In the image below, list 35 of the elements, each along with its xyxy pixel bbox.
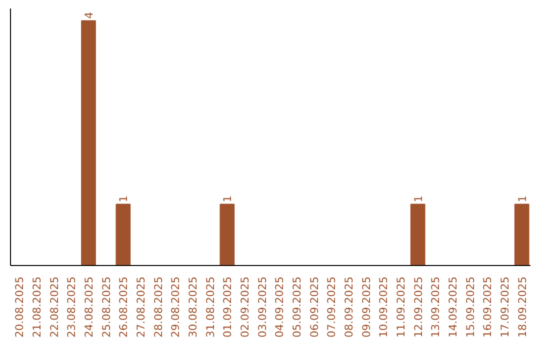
- x-tick-label: 31.08.2025: [204, 276, 217, 338]
- x-tick-label: 21.08.2025: [30, 276, 44, 338]
- data-label: 1: [117, 196, 130, 202]
- x-tick-label: 25.08.2025: [100, 276, 113, 338]
- x-tick-label: 26.08.2025: [117, 276, 130, 338]
- x-tick-label: 16.09.2025: [481, 276, 494, 338]
- x-tick-label: 02.09.2025: [238, 276, 252, 338]
- data-label: 1: [221, 196, 234, 202]
- x-tick-label: 12.09.2025: [412, 276, 425, 338]
- x-tick-label: 09.09.2025: [360, 276, 373, 338]
- x-tick-label: 20.08.2025: [13, 276, 26, 338]
- x-tick-label: 24.08.2025: [82, 276, 96, 338]
- x-tick-label: 01.09.2025: [221, 276, 234, 338]
- x-tick-label: 05.09.2025: [290, 276, 304, 338]
- data-label: 1: [516, 196, 529, 202]
- x-tick-label: 07.09.2025: [325, 276, 338, 338]
- x-tick-label: 29.08.2025: [169, 276, 182, 338]
- x-tick-label: 28.08.2025: [152, 276, 165, 338]
- x-tick-label: 06.09.2025: [308, 276, 321, 338]
- x-tick-label: 03.09.2025: [256, 276, 269, 338]
- x-tick-label: 18.09.2025: [516, 276, 529, 338]
- x-tick-label: 30.08.2025: [186, 276, 200, 338]
- x-tick-label: 08.09.2025: [342, 276, 356, 338]
- data-label: 1: [412, 196, 425, 202]
- x-tick-label: 04.09.2025: [273, 276, 286, 338]
- x-tick-label: 13.09.2025: [429, 276, 442, 338]
- x-tick-label: 27.08.2025: [134, 276, 148, 338]
- x-tick-label: 14.09.2025: [446, 276, 460, 338]
- data-label: 4: [82, 12, 96, 19]
- x-tick-label: 15.09.2025: [464, 276, 477, 338]
- x-tick-label: 17.09.2025: [498, 276, 512, 338]
- x-tick-label: 22.08.2025: [48, 276, 61, 338]
- x-tick-label: 10.09.2025: [377, 276, 390, 338]
- x-tick-label: 23.08.2025: [65, 276, 78, 338]
- x-tick-label: 11.09.2025: [394, 276, 408, 338]
